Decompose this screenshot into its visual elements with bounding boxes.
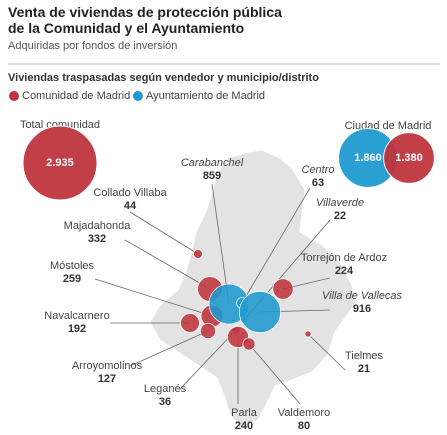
place-bubble: [238, 290, 282, 334]
legend-swatch: [133, 91, 143, 101]
total-value: 1.860: [354, 152, 382, 164]
place-bubble: [242, 337, 256, 351]
place-name: Arroyomolinos: [72, 360, 143, 372]
place-value: 127: [98, 373, 116, 385]
leader-line: [124, 239, 211, 290]
legend-swatch: [9, 91, 19, 101]
place-name: Centro: [301, 164, 334, 176]
place-name: Carabanchel: [181, 157, 244, 169]
total-value: 1.380: [395, 152, 423, 164]
place-bubble: [304, 330, 312, 338]
leader-line: [307, 333, 346, 371]
title-line: Venta de viviendas de protección pública: [8, 4, 282, 20]
total-bubble: [383, 132, 435, 184]
place-bubble: [193, 249, 203, 259]
total-bubble: [22, 125, 98, 201]
place-name: Villaverde: [316, 197, 364, 209]
total-value: 2.935: [46, 157, 74, 169]
place-value: 80: [298, 420, 310, 432]
place-value: 916: [353, 303, 371, 315]
place-bubble: [180, 313, 200, 333]
leader-line: [241, 187, 311, 304]
place-value: 21: [358, 363, 370, 375]
leader-line: [179, 329, 237, 390]
legend-label: Ayuntamiento de Madrid: [146, 90, 265, 102]
leader-line: [129, 330, 209, 367]
region-map: [149, 149, 357, 429]
place-value: 192: [68, 323, 86, 335]
place-name: Majadahonda: [64, 220, 132, 232]
leader-line: [248, 343, 301, 405]
subtitle: Adquiridas por fondos de inversión: [8, 40, 177, 52]
place-value: 259: [63, 273, 81, 285]
map-heading: Viviendas traspasadas según vendedor y m…: [8, 72, 319, 84]
place-name: Navalcarnero: [44, 310, 109, 322]
total-label: Total comunidad: [20, 119, 100, 131]
place-value: 44: [124, 200, 137, 212]
place-bubble: [272, 278, 294, 300]
place-value: 859: [203, 170, 221, 182]
place-name: Torrejón de Ardoz: [301, 252, 387, 264]
leader-line: [129, 211, 199, 255]
place-value: 332: [88, 233, 106, 245]
place-value: 36: [159, 396, 171, 408]
leader-line: [94, 278, 213, 317]
place-value: 63: [312, 177, 324, 189]
place-name: Valdemoro: [278, 407, 330, 419]
place-name: Parla: [231, 407, 258, 419]
title-line: de la Comunidad y el Ayuntamiento: [8, 20, 244, 36]
legend-label: Comunidad de Madrid: [22, 90, 130, 102]
place-name: Collado Villaba: [93, 187, 167, 199]
place-name: Leganés: [144, 383, 187, 395]
place-name: Móstoles: [50, 260, 95, 272]
place-value: 224: [335, 265, 354, 277]
place-name: Villa de Vallecas: [322, 290, 403, 302]
place-bubble: [199, 322, 217, 340]
place-value: 22: [334, 210, 346, 222]
place-value: 240: [235, 420, 253, 432]
place-name: Tielmes: [345, 350, 384, 362]
